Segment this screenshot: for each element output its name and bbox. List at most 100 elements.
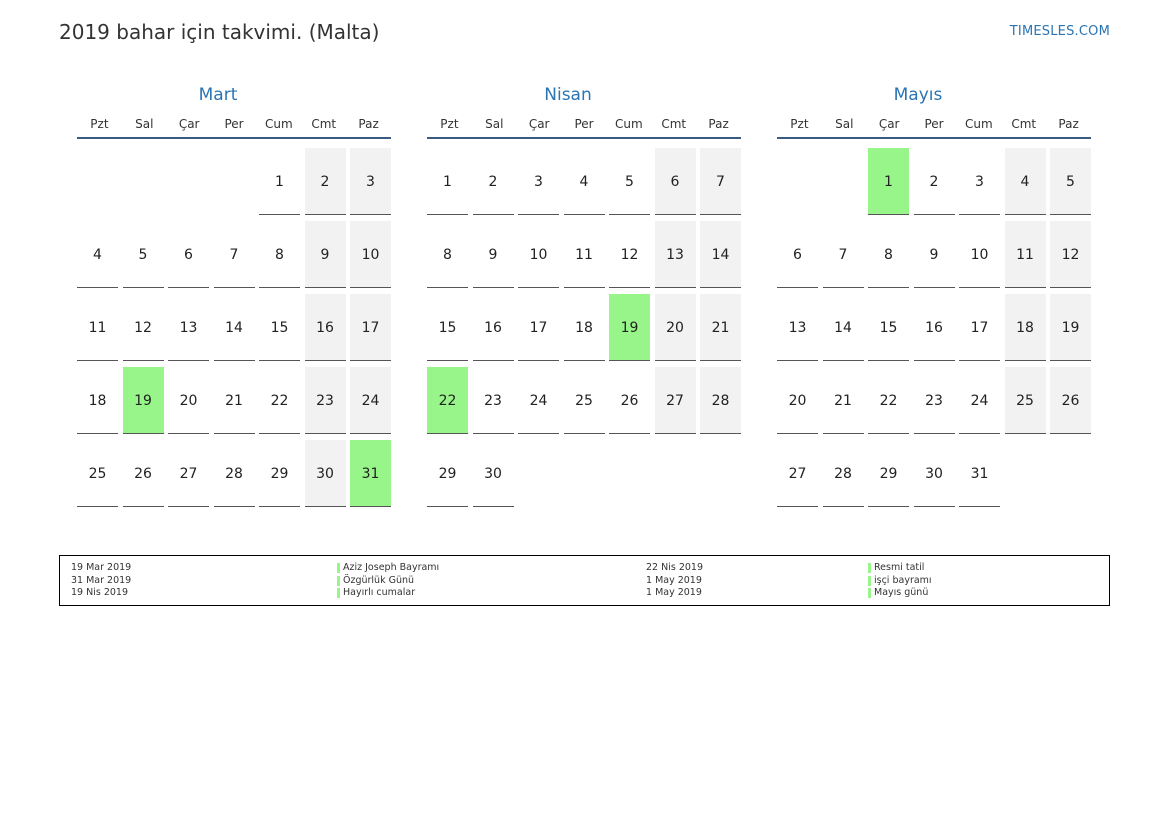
day-cell[interactable]: 30 — [304, 440, 346, 507]
day-cell[interactable]: 28 — [213, 440, 255, 507]
day-cell[interactable]: 5 — [609, 148, 650, 215]
day-cell[interactable]: 1 — [259, 148, 300, 215]
day-cell[interactable]: 17 — [959, 294, 1000, 361]
day-cell[interactable]: 21 — [700, 294, 741, 361]
day-cell[interactable]: 25 — [563, 367, 605, 434]
day-cell[interactable]: 25 — [1004, 367, 1046, 434]
day-cell[interactable]: 24 — [959, 367, 1000, 434]
day-cell[interactable]: 20 — [168, 367, 209, 434]
day-cell[interactable]: 10 — [350, 221, 391, 288]
day-cell[interactable]: 23 — [304, 367, 346, 434]
day-cell[interactable]: 26 — [122, 440, 164, 507]
day-cell[interactable]: 17 — [350, 294, 391, 361]
day-cell[interactable]: 16 — [913, 294, 955, 361]
day-cell[interactable]: 28 — [700, 367, 741, 434]
day-cell[interactable]: 11 — [77, 294, 118, 361]
day-cell[interactable]: 27 — [777, 440, 818, 507]
day-cell[interactable]: 20 — [777, 367, 818, 434]
day-cell[interactable]: 18 — [1004, 294, 1046, 361]
day-cell[interactable]: 15 — [427, 294, 468, 361]
day-cell[interactable]: 14 — [213, 294, 255, 361]
day-cell[interactable]: 29 — [427, 440, 468, 507]
day-cell[interactable]: 2 — [913, 148, 955, 215]
day-cell[interactable]: 15 — [259, 294, 300, 361]
day-grid: 1 2 3 4 5 6 7 8 9 10 11 12 13 14 15 16 17 18 19 20 21 22 23 24 2… — [77, 148, 397, 513]
day-cell[interactable]: 14 — [700, 221, 741, 288]
day-cell[interactable]: 12 — [609, 221, 650, 288]
day-number: 25 — [575, 392, 593, 409]
day-cell[interactable]: 5 — [122, 221, 164, 288]
day-cell[interactable]: 25 — [77, 440, 118, 507]
day-cell[interactable]: 7 — [213, 221, 255, 288]
day-cell[interactable]: 30 — [913, 440, 955, 507]
day-cell[interactable]: 7 — [700, 148, 741, 215]
day-cell[interactable]: 12 — [1050, 221, 1091, 288]
day-cell[interactable]: 20 — [654, 294, 696, 361]
day-cell[interactable]: 31 — [959, 440, 1000, 507]
day-cell[interactable]: 16 — [304, 294, 346, 361]
day-cell[interactable]: 2 — [304, 148, 346, 215]
day-cell[interactable]: 18 — [77, 367, 118, 434]
day-cell[interactable]: 19 — [609, 294, 650, 361]
site-link[interactable]: TIMESLES.COM — [1009, 24, 1110, 39]
day-cell[interactable]: 2 — [472, 148, 514, 215]
day-cell[interactable]: 13 — [168, 294, 209, 361]
day-cell[interactable]: 11 — [1004, 221, 1046, 288]
day-cell[interactable]: 8 — [427, 221, 468, 288]
day-cell[interactable]: 10 — [959, 221, 1000, 288]
day-cell[interactable]: 13 — [777, 294, 818, 361]
day-cell[interactable]: 14 — [822, 294, 864, 361]
day-cell[interactable]: 29 — [868, 440, 909, 507]
day-cell[interactable]: 22 — [259, 367, 300, 434]
day-cell[interactable]: 6 — [654, 148, 696, 215]
day-cell[interactable]: 8 — [259, 221, 300, 288]
day-cell[interactable]: 23 — [913, 367, 955, 434]
day-cell[interactable]: 7 — [822, 221, 864, 288]
day-cell[interactable]: 16 — [472, 294, 514, 361]
day-cell[interactable]: 12 — [122, 294, 164, 361]
day-cell[interactable]: 3 — [350, 148, 391, 215]
day-underline — [563, 214, 605, 215]
day-cell[interactable]: 31 — [350, 440, 391, 507]
day-cell[interactable]: 4 — [77, 221, 118, 288]
day-cell[interactable]: 3 — [518, 148, 559, 215]
day-cell[interactable]: 19 — [122, 367, 164, 434]
day-cell[interactable]: 15 — [868, 294, 909, 361]
day-cell[interactable]: 6 — [777, 221, 818, 288]
day-cell[interactable]: 10 — [518, 221, 559, 288]
day-cell[interactable]: 1 — [427, 148, 468, 215]
day-cell[interactable]: 26 — [1050, 367, 1091, 434]
day-number: 7 — [716, 173, 725, 190]
day-cell[interactable]: 21 — [822, 367, 864, 434]
day-cell[interactable]: 17 — [518, 294, 559, 361]
day-cell[interactable]: 13 — [654, 221, 696, 288]
day-cell[interactable]: 4 — [563, 148, 605, 215]
day-cell[interactable]: 6 — [168, 221, 209, 288]
day-cell[interactable]: 3 — [959, 148, 1000, 215]
day-cell[interactable]: 19 — [1050, 294, 1091, 361]
day-cell[interactable]: 28 — [822, 440, 864, 507]
day-cell[interactable]: 5 — [1050, 148, 1091, 215]
day-cell[interactable]: 9 — [472, 221, 514, 288]
day-cell[interactable]: 29 — [259, 440, 300, 507]
day-cell[interactable]: 21 — [213, 367, 255, 434]
day-cell[interactable]: 30 — [472, 440, 514, 507]
day-cell[interactable]: 9 — [304, 221, 346, 288]
day-cell[interactable]: 8 — [868, 221, 909, 288]
day-cell[interactable]: 27 — [654, 367, 696, 434]
day-number: 2 — [320, 173, 330, 190]
day-cell[interactable]: 24 — [518, 367, 559, 434]
day-cell[interactable]: 11 — [563, 221, 605, 288]
day-cell[interactable]: 18 — [563, 294, 605, 361]
day-cell[interactable]: 24 — [350, 367, 391, 434]
day-cell[interactable]: 26 — [609, 367, 650, 434]
day-cell[interactable]: 23 — [472, 367, 514, 434]
day-cell[interactable]: 4 — [1004, 148, 1046, 215]
day-number: 12 — [620, 246, 639, 263]
day-cell[interactable]: 9 — [913, 221, 955, 288]
day-cell[interactable]: 22 — [868, 367, 909, 434]
day-cell[interactable]: 22 — [427, 367, 468, 434]
day-cell[interactable]: 27 — [168, 440, 209, 507]
day-cell[interactable]: 1 — [868, 148, 909, 215]
